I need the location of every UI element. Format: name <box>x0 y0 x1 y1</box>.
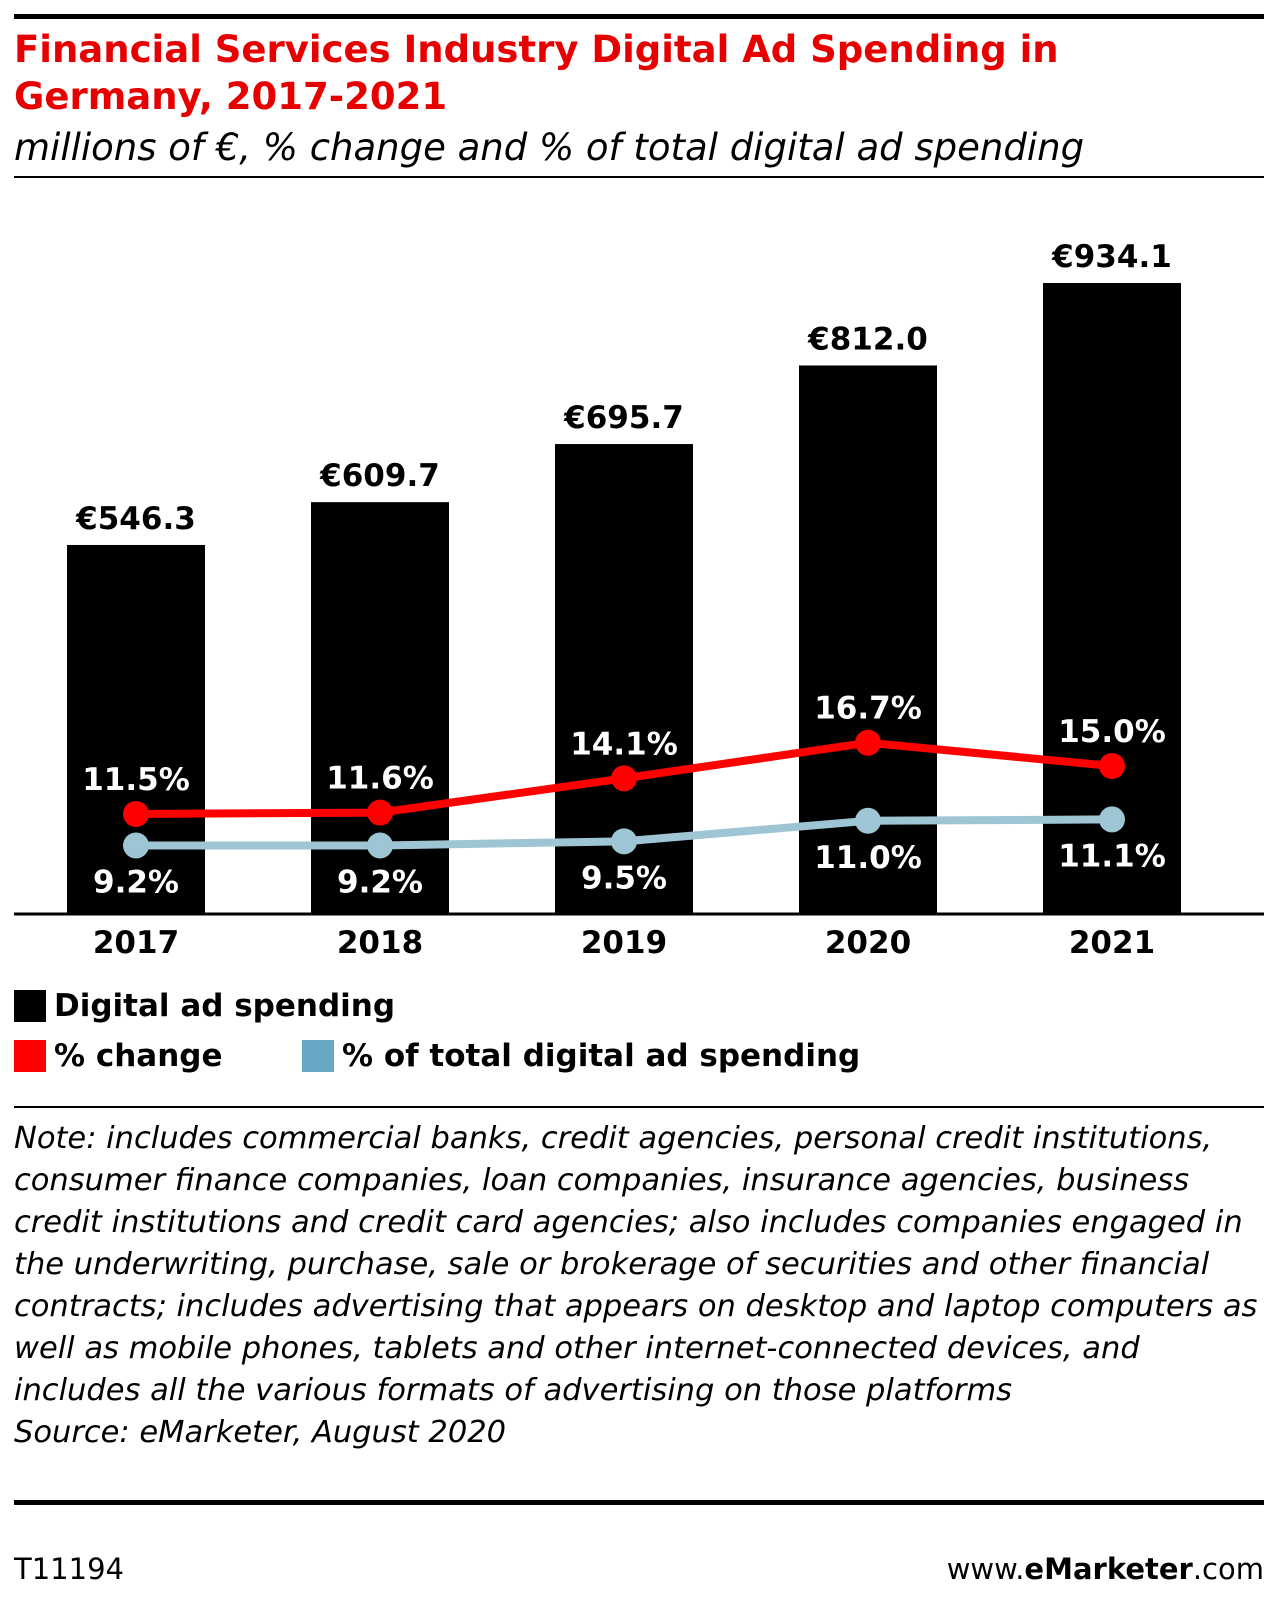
x-tick-label: 2019 <box>581 925 667 961</box>
note-rule <box>14 1106 1264 1108</box>
labels-layer: €546.3 2017 €609.7 2018 €695.7 2019 €812.0 2020… <box>75 239 1172 961</box>
bar-value-label: €546.3 <box>75 501 196 537</box>
subtitle-rule <box>14 176 1264 178</box>
share-of-total-point <box>1099 806 1125 833</box>
share-of-total-point <box>123 832 149 859</box>
share-of-total-label: 9.2% <box>337 864 423 900</box>
percent-change-label: 11.6% <box>326 761 434 797</box>
chart-area: €546.3 2017 €609.7 2018 €695.7 2019 €812.0 2020… <box>14 239 1264 961</box>
percent-change-point <box>611 765 637 792</box>
note-block: Note: includes commercial banks, credit … <box>14 1118 1264 1454</box>
legend-swatch-red <box>14 1040 46 1072</box>
percent-change-point <box>855 729 881 756</box>
chart-subtitle: millions of €, % change and % of total d… <box>14 126 1085 169</box>
top-rule <box>14 14 1264 19</box>
source-text: Source: eMarketer, August 2020 <box>14 1415 507 1450</box>
legend-swatch-blue <box>302 1040 334 1072</box>
chart-id: T11194 <box>14 1552 124 1586</box>
percent-change-label: 15.0% <box>1058 714 1166 750</box>
site-prefix: www. <box>946 1552 1025 1586</box>
share-of-total-label: 11.0% <box>814 840 922 876</box>
note-text: Note: includes commercial banks, credit … <box>14 1121 1258 1408</box>
percent-change-point <box>123 800 149 827</box>
x-tick-label: 2017 <box>93 925 179 961</box>
x-tick-label: 2020 <box>825 925 911 961</box>
bar-2017 <box>67 544 205 914</box>
share-of-total-point <box>367 832 393 859</box>
site-suffix: .com <box>1192 1552 1264 1586</box>
site-brand: eMarketer <box>1024 1552 1193 1586</box>
footer-rule <box>14 1500 1264 1505</box>
share-of-total-point <box>855 807 881 834</box>
share-of-total-point <box>611 828 637 855</box>
legend-swatch-black <box>14 990 46 1022</box>
legend-item-percent-of-total: % of total digital ad spending <box>302 1038 860 1074</box>
bar-value-label: €609.7 <box>319 458 440 494</box>
legend-label: % change <box>54 1038 223 1074</box>
percent-change-label: 14.1% <box>570 726 678 762</box>
bar-value-label: €812.0 <box>807 321 928 357</box>
percent-change-label: 16.7% <box>814 691 922 727</box>
percent-change-point <box>1099 753 1125 779</box>
lines-layer <box>123 729 1125 859</box>
legend-label: % of total digital ad spending <box>342 1038 861 1074</box>
bar-value-label: €695.7 <box>563 400 684 436</box>
legend-item-digital-ad-spending: Digital ad spending <box>14 988 395 1024</box>
legend-item-percent-change: % change <box>14 1038 223 1074</box>
percent-change-point <box>367 799 393 826</box>
bar-value-label: €934.1 <box>1051 239 1172 275</box>
share-of-total-label: 9.5% <box>581 860 667 896</box>
share-of-total-label: 11.1% <box>1058 838 1166 874</box>
share-of-total-label: 9.2% <box>93 864 179 900</box>
x-tick-label: 2018 <box>337 925 423 961</box>
percent-change-label: 11.5% <box>82 762 190 798</box>
chart-title: Financial Services Industry Digital Ad S… <box>14 28 1059 118</box>
site-credit: www.eMarketer.com <box>947 1552 1264 1586</box>
legend-label: Digital ad spending <box>54 988 396 1024</box>
x-tick-label: 2021 <box>1069 925 1155 961</box>
